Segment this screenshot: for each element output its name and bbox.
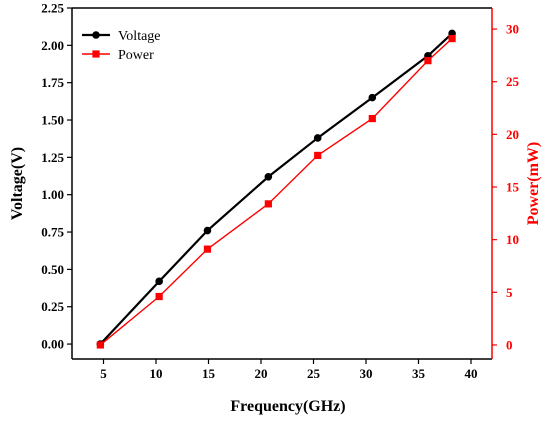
y-right-tick-label: 30 bbox=[506, 22, 519, 37]
y-left-tick-label: 2.00 bbox=[41, 38, 64, 53]
y-right-tick-label: 10 bbox=[506, 232, 519, 247]
x-tick-label: 10 bbox=[150, 366, 163, 381]
y-left-tick-label: 0.25 bbox=[41, 299, 64, 314]
power-point bbox=[96, 341, 104, 349]
power-line bbox=[99, 38, 453, 346]
y-right-tick-label: 25 bbox=[506, 74, 520, 89]
x-tick-label: 25 bbox=[307, 366, 321, 381]
legend-voltage-label: Voltage bbox=[118, 29, 161, 44]
power-point bbox=[424, 57, 432, 65]
legend: Voltage Power bbox=[82, 29, 161, 63]
axes: 5 10 15 20 25 30 35 40 0.00 0.25 0.50 0.75 1.00 1.25 1… bbox=[9, 1, 542, 416]
y-left-tick-label: 0.00 bbox=[41, 337, 64, 352]
power-point bbox=[368, 114, 376, 123]
x-tick-label: 20 bbox=[255, 366, 268, 381]
y-left-tick-label: 1.25 bbox=[41, 150, 64, 165]
y-right-axis-title: Power(mW) bbox=[525, 142, 542, 226]
voltage-point bbox=[264, 172, 273, 181]
power-point bbox=[448, 34, 456, 43]
legend-power-label: Power bbox=[118, 48, 154, 63]
legend-power-marker bbox=[92, 50, 100, 58]
y-right-tick-label: 15 bbox=[506, 180, 520, 195]
x-tick-label: 35 bbox=[412, 366, 426, 381]
voltage-point bbox=[368, 93, 377, 102]
y-left-tick-label: 1.50 bbox=[41, 113, 64, 128]
y-left-tick-label: 1.00 bbox=[41, 187, 64, 202]
power-point bbox=[155, 292, 163, 301]
y-left-tick-label: 0.50 bbox=[41, 262, 64, 277]
legend-voltage-marker bbox=[92, 31, 100, 39]
voltage-point bbox=[203, 226, 212, 235]
y-right-tick-label: 5 bbox=[506, 285, 513, 300]
voltage-point bbox=[155, 277, 163, 286]
power-point bbox=[203, 245, 212, 253]
power-point bbox=[314, 151, 322, 160]
y-right-tick-label: 0 bbox=[506, 337, 513, 352]
y-left-tick-label: 1.75 bbox=[41, 75, 64, 90]
y-left-tick-label: 0.75 bbox=[41, 225, 64, 240]
x-axis-title: Frequency(GHz) bbox=[230, 398, 345, 415]
voltage-point bbox=[313, 134, 322, 142]
power-point bbox=[264, 200, 272, 208]
y-right-tick-label: 20 bbox=[506, 127, 519, 142]
x-tick-label: 40 bbox=[465, 366, 478, 381]
y-left-tick-label: 2.25 bbox=[41, 1, 64, 16]
series-layer bbox=[96, 29, 456, 349]
x-tick-label: 30 bbox=[360, 366, 373, 381]
voltage-line bbox=[99, 32, 453, 345]
x-tick-label: 15 bbox=[202, 366, 216, 381]
y-left-axis-title: Voltage(V) bbox=[9, 147, 26, 220]
x-tick-label: 5 bbox=[100, 366, 107, 381]
